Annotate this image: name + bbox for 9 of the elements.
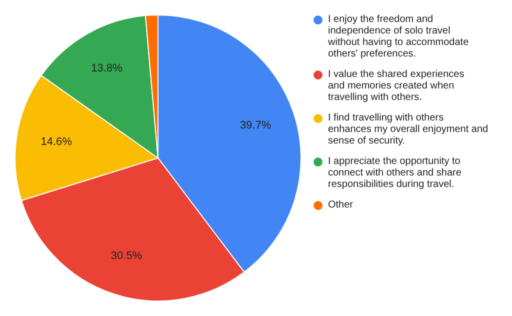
legend-label: I appreciate the opportunity to connect with others and share responsibilities during travel. [328, 156, 462, 190]
legend-label: Other [328, 200, 354, 210]
legend-label: I enjoy the freedom and independence of solo travel without having to accommodate others' preferences. [327, 14, 470, 60]
legend-label: I find travelling with others enhances my overall enjoyment and sense of security. [328, 112, 488, 146]
data-label: 13.8% [91, 62, 123, 75]
data-label: 14.6% [40, 136, 72, 148]
data-label: 39.7% [240, 119, 272, 132]
legend-label: I value the shared experiences and memories created when travelling with others. [328, 69, 464, 103]
data-label: 30.5% [110, 250, 142, 262]
